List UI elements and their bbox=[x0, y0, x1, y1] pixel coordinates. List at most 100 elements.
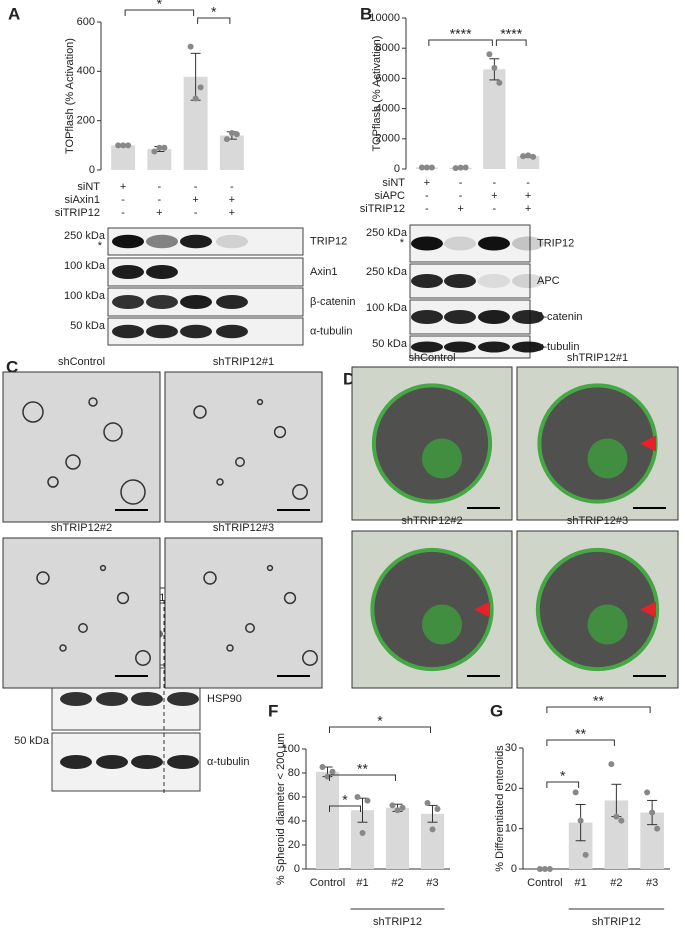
blot-band bbox=[146, 324, 178, 339]
data-point bbox=[654, 825, 661, 832]
condition-sign: - bbox=[121, 207, 125, 219]
blot-band bbox=[444, 274, 476, 288]
y-tick-label: 400 bbox=[77, 65, 95, 77]
condition-sign: + bbox=[491, 190, 497, 202]
condition-label: siTRIP12 bbox=[55, 207, 100, 219]
gfp-signal bbox=[587, 604, 628, 645]
bar bbox=[183, 76, 208, 170]
data-point bbox=[151, 148, 158, 155]
significance-label: ** bbox=[357, 761, 368, 777]
image-title: shTRIP12#3 bbox=[213, 522, 274, 534]
blot-band bbox=[112, 324, 144, 339]
blot-band bbox=[146, 234, 178, 249]
spheroid bbox=[88, 397, 98, 407]
y-tick-label: 60 bbox=[288, 791, 300, 803]
data-point bbox=[192, 95, 199, 102]
significance-label: * bbox=[211, 4, 217, 20]
panel-letter: F bbox=[268, 701, 278, 720]
condition-sign: - bbox=[493, 203, 497, 215]
blot-band bbox=[512, 274, 544, 288]
blot-band bbox=[96, 692, 128, 706]
blot-band bbox=[444, 310, 476, 324]
data-point bbox=[354, 794, 361, 800]
kda-label: 100 kDa bbox=[64, 290, 106, 302]
kda-label: 250 kDa bbox=[366, 227, 408, 239]
y-tick-label: 20 bbox=[288, 839, 300, 851]
data-point bbox=[644, 789, 651, 796]
data-point bbox=[233, 131, 240, 138]
significance-bracket bbox=[197, 17, 231, 24]
panel-letter: B bbox=[360, 4, 372, 23]
significance-bracket bbox=[329, 726, 431, 733]
x-tick-label: #1 bbox=[575, 877, 587, 889]
blot-band bbox=[216, 324, 248, 339]
significance-bracket bbox=[329, 805, 361, 812]
x-tick-label: #2 bbox=[610, 877, 622, 889]
band-marker: * bbox=[98, 240, 103, 252]
data-point bbox=[329, 768, 336, 775]
spheroid bbox=[216, 478, 224, 486]
band-label: α-tubulin bbox=[310, 325, 352, 337]
blot-band bbox=[60, 755, 92, 769]
y-tick-label: 0 bbox=[394, 163, 400, 175]
condition-sign: - bbox=[526, 177, 530, 189]
band-label: APC bbox=[537, 275, 560, 287]
kda-label: 50 kDa bbox=[372, 338, 408, 350]
data-point bbox=[434, 806, 441, 812]
y-tick-label: 600 bbox=[77, 16, 95, 28]
blot-band bbox=[512, 341, 544, 353]
blot-band bbox=[180, 324, 212, 339]
condition-sign: - bbox=[459, 190, 463, 202]
condition-sign: + bbox=[229, 207, 235, 219]
spheroid bbox=[65, 454, 81, 470]
image-title: shControl bbox=[408, 352, 455, 364]
condition-sign: - bbox=[194, 181, 198, 193]
data-point bbox=[546, 866, 553, 872]
spheroid bbox=[47, 476, 59, 488]
kda-label: 100 kDa bbox=[64, 260, 106, 272]
data-point bbox=[115, 142, 122, 149]
y-tick-label: 4000 bbox=[376, 103, 400, 115]
y-tick-label: 10 bbox=[505, 823, 517, 835]
bar bbox=[111, 145, 136, 170]
micrograph bbox=[2, 537, 161, 689]
spheroid bbox=[226, 644, 234, 652]
blot-band bbox=[146, 295, 178, 309]
blot-band bbox=[411, 341, 443, 353]
kda-label: 50 kDa bbox=[70, 320, 106, 332]
condition-sign: - bbox=[493, 177, 497, 189]
gfp-signal bbox=[422, 438, 462, 479]
condition-sign: - bbox=[158, 181, 162, 193]
y-tick-label: 80 bbox=[288, 767, 300, 779]
condition-sign: + bbox=[525, 190, 531, 202]
data-point bbox=[197, 84, 204, 91]
x-tick-label: #1 bbox=[356, 877, 368, 889]
blot-band bbox=[180, 295, 212, 309]
significance-bracket bbox=[428, 39, 493, 46]
kda-label: 250 kDa bbox=[366, 266, 408, 278]
data-point bbox=[486, 51, 493, 58]
data-point bbox=[530, 153, 537, 160]
y-tick-label: 0 bbox=[511, 863, 517, 875]
blot-band bbox=[146, 265, 178, 279]
arrowhead bbox=[640, 601, 656, 618]
blot-band bbox=[60, 692, 92, 706]
arrowhead bbox=[474, 601, 490, 618]
spheroid bbox=[120, 479, 146, 505]
data-point bbox=[223, 136, 230, 143]
y-tick-label: 0 bbox=[294, 863, 300, 875]
band-label: TRIP12 bbox=[310, 235, 347, 247]
image-title: shTRIP12#1 bbox=[213, 356, 274, 368]
condition-sign: + bbox=[229, 194, 235, 206]
band-label: β-catenin bbox=[310, 296, 355, 308]
blot-band bbox=[411, 274, 443, 288]
data-point bbox=[452, 165, 459, 172]
band-label: Axin1 bbox=[310, 266, 338, 278]
data-point bbox=[608, 761, 615, 768]
condition-sign: - bbox=[230, 181, 234, 193]
band-label: TRIP12 bbox=[537, 237, 574, 249]
blot-band bbox=[478, 341, 510, 353]
data-point bbox=[418, 164, 425, 171]
blot-band bbox=[411, 310, 443, 324]
data-point bbox=[618, 817, 625, 824]
